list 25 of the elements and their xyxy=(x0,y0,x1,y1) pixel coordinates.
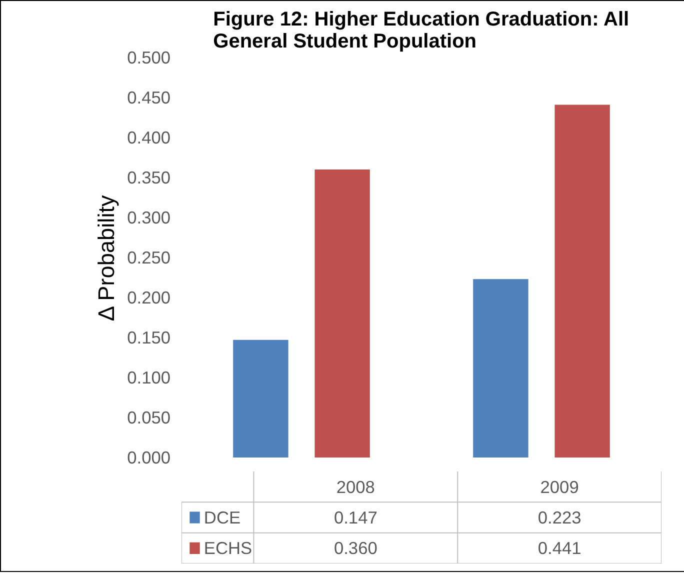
y-tick-label: 0.050 xyxy=(127,408,171,428)
data-label: 0.441 xyxy=(538,538,582,558)
x-tick-label: 2008 xyxy=(336,476,375,497)
y-axis-title: Δ Probability xyxy=(93,194,120,322)
y-tick-label: 0.300 xyxy=(127,208,171,228)
y-tick-label: 0.450 xyxy=(127,88,171,108)
y-tick-label: 0.350 xyxy=(127,168,171,188)
bar xyxy=(314,170,370,458)
data-label: 0.360 xyxy=(334,538,378,558)
y-tick-label: 0.000 xyxy=(127,448,171,468)
y-tick-label: 0.400 xyxy=(127,128,171,148)
y-tick-label: 0.500 xyxy=(127,48,171,68)
y-tick-label: 0.150 xyxy=(127,328,171,348)
y-tick-label: 0.250 xyxy=(127,248,171,268)
y-tick-label: 0.200 xyxy=(127,288,171,308)
legend-label: ECHS xyxy=(204,538,252,558)
legend-label: DCE xyxy=(204,508,241,528)
data-label: 0.223 xyxy=(538,508,582,528)
y-tick-label: 0.100 xyxy=(127,368,171,388)
chart-title: Figure 12: Higher Education Graduation: All General Student Population xyxy=(213,8,630,52)
x-tick-label: 2009 xyxy=(540,476,579,497)
bar xyxy=(233,340,288,458)
bar xyxy=(473,279,528,458)
bar xyxy=(554,104,610,458)
data-label: 0.147 xyxy=(334,508,378,528)
